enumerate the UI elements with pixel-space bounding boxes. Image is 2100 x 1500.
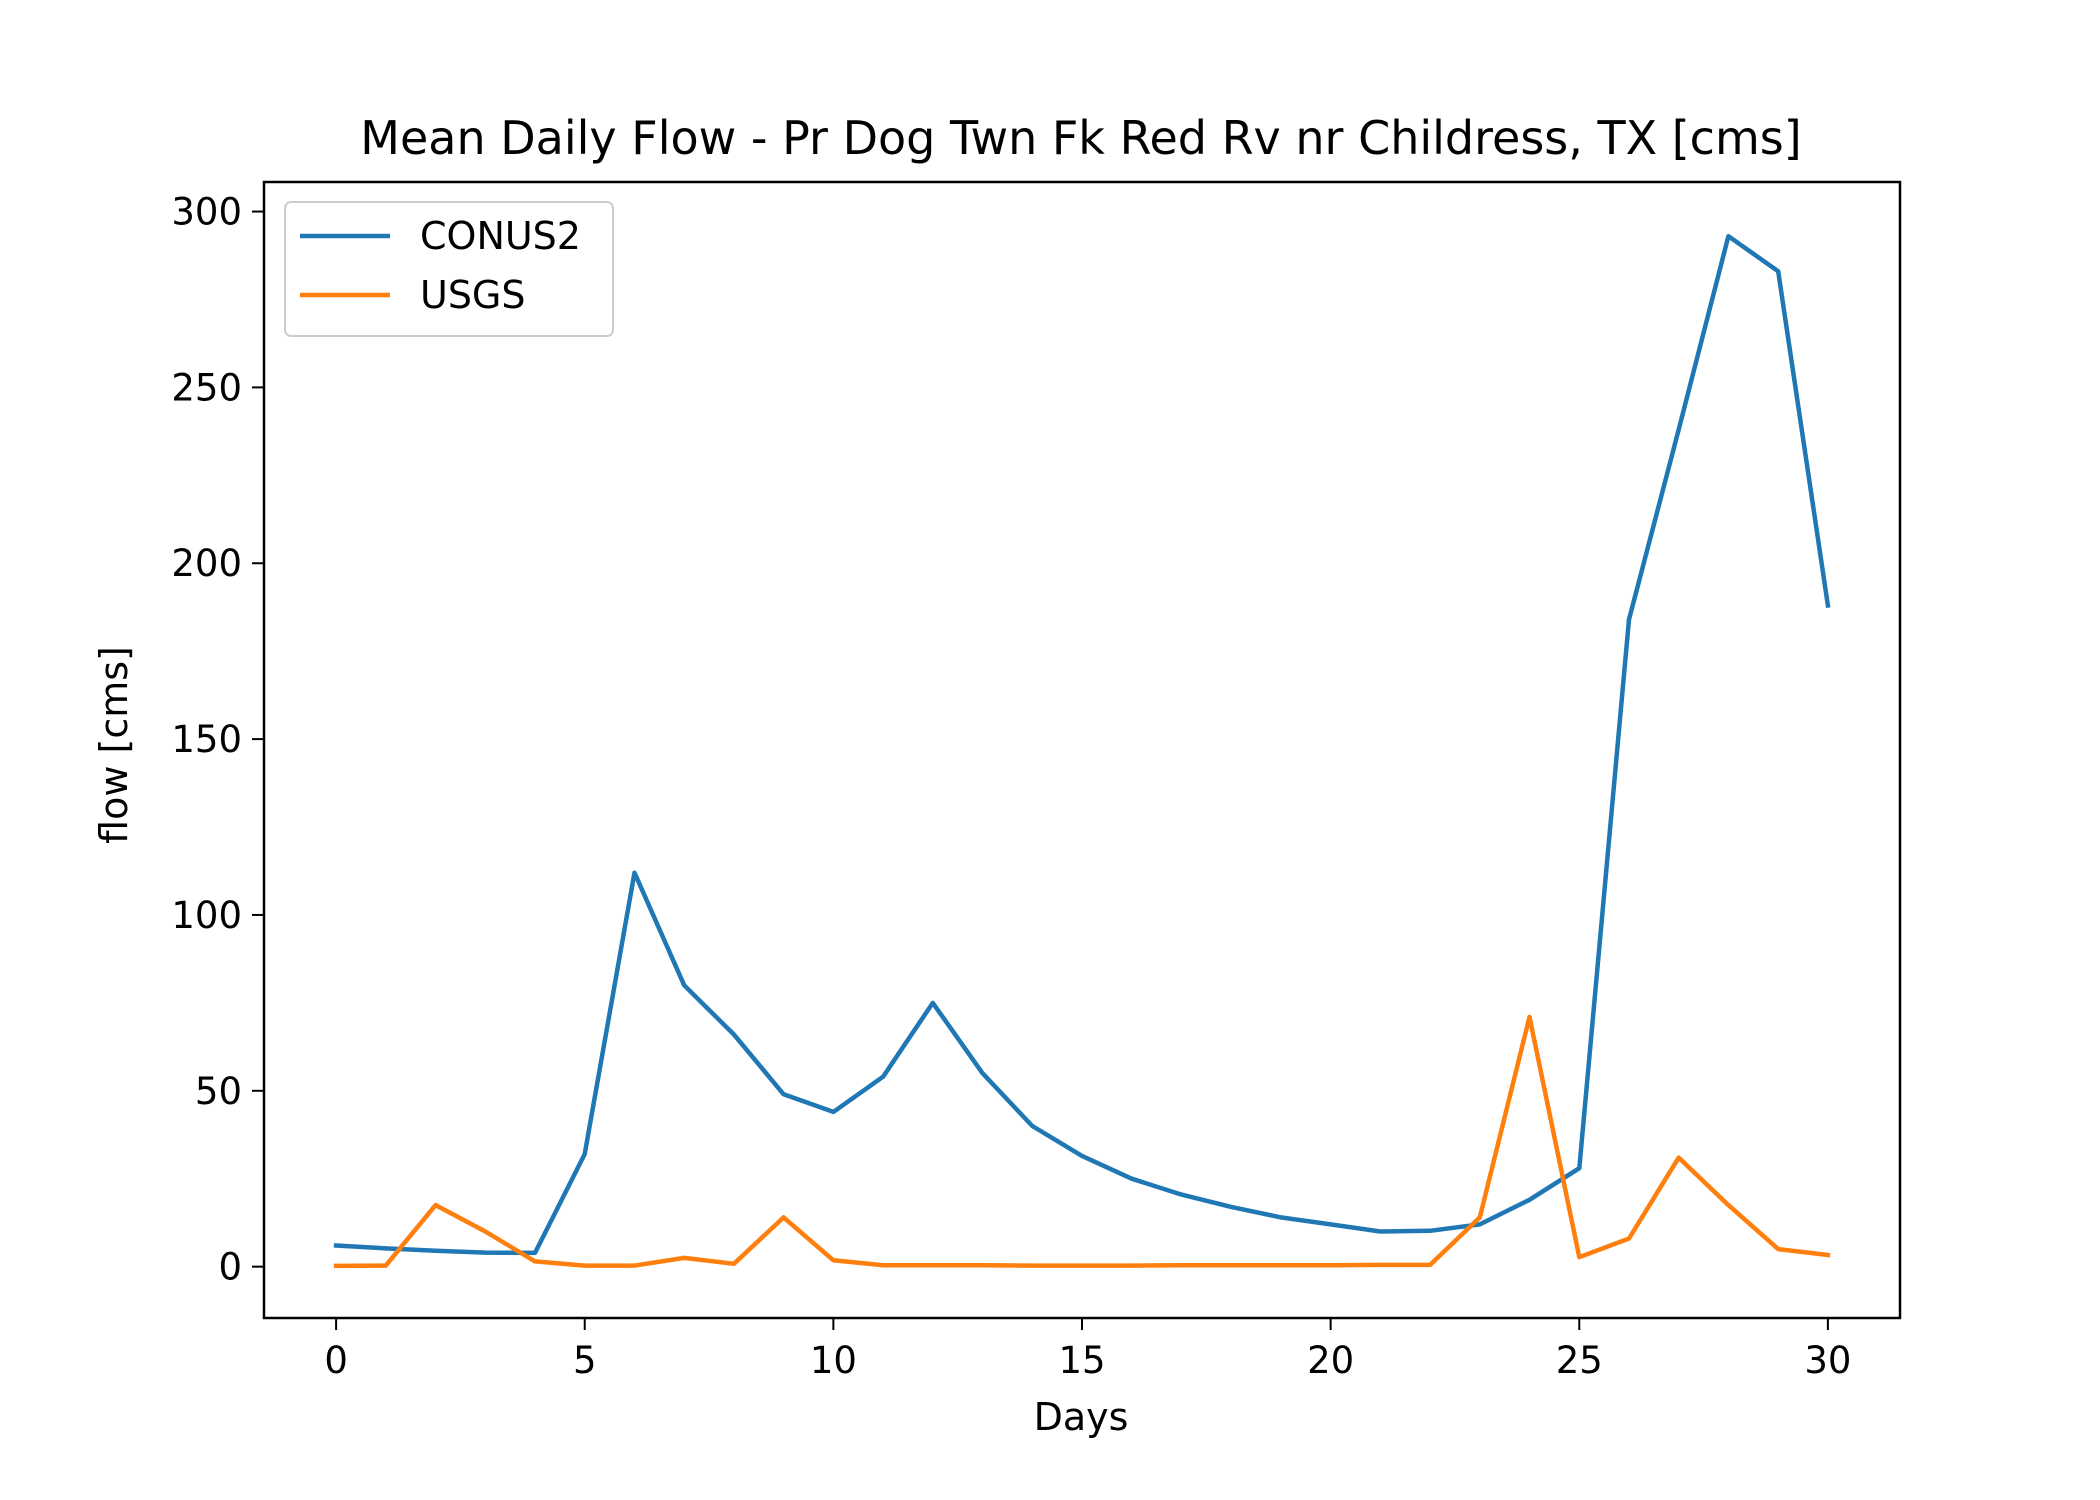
x-tick-label: 0 (324, 1339, 348, 1382)
chart-title: Mean Daily Flow - Pr Dog Twn Fk Red Rv n… (360, 111, 1801, 165)
series-group (333, 233, 1831, 1269)
x-tick-label: 30 (1804, 1339, 1851, 1382)
plot-area: 0 5 10 15 20 25 30 0 50 100 150 200 250 300 (171, 180, 1902, 1382)
y-tick-label: 250 (171, 366, 242, 409)
x-tick-label: 15 (1058, 1339, 1105, 1382)
y-tick-label: 100 (171, 894, 242, 937)
series-line-usgs (333, 1014, 1831, 1269)
legend-label-usgs: USGS (420, 273, 526, 317)
y-tick-label: 0 (218, 1246, 242, 1289)
x-tick-label: 10 (810, 1339, 857, 1382)
x-tick-label: 20 (1307, 1339, 1354, 1382)
series-line-conus2 (333, 233, 1831, 1256)
x-tick-label: 25 (1556, 1339, 1603, 1382)
x-tick-label: 5 (573, 1339, 597, 1382)
y-tick-label: 300 (171, 191, 242, 234)
y-axis: 0 50 100 150 200 250 300 (171, 191, 264, 1289)
legend-label-conus2: CONUS2 (420, 214, 581, 258)
legend: CONUS2 USGS (284, 201, 614, 337)
y-tick-label: 150 (171, 718, 242, 761)
y-tick-label: 200 (171, 542, 242, 585)
y-axis-label: flow [cms] (92, 646, 136, 844)
x-axis: 0 5 10 15 20 25 30 (324, 1318, 1851, 1382)
x-axis-label: Days (1034, 1395, 1129, 1439)
y-tick-label: 50 (195, 1070, 242, 1113)
